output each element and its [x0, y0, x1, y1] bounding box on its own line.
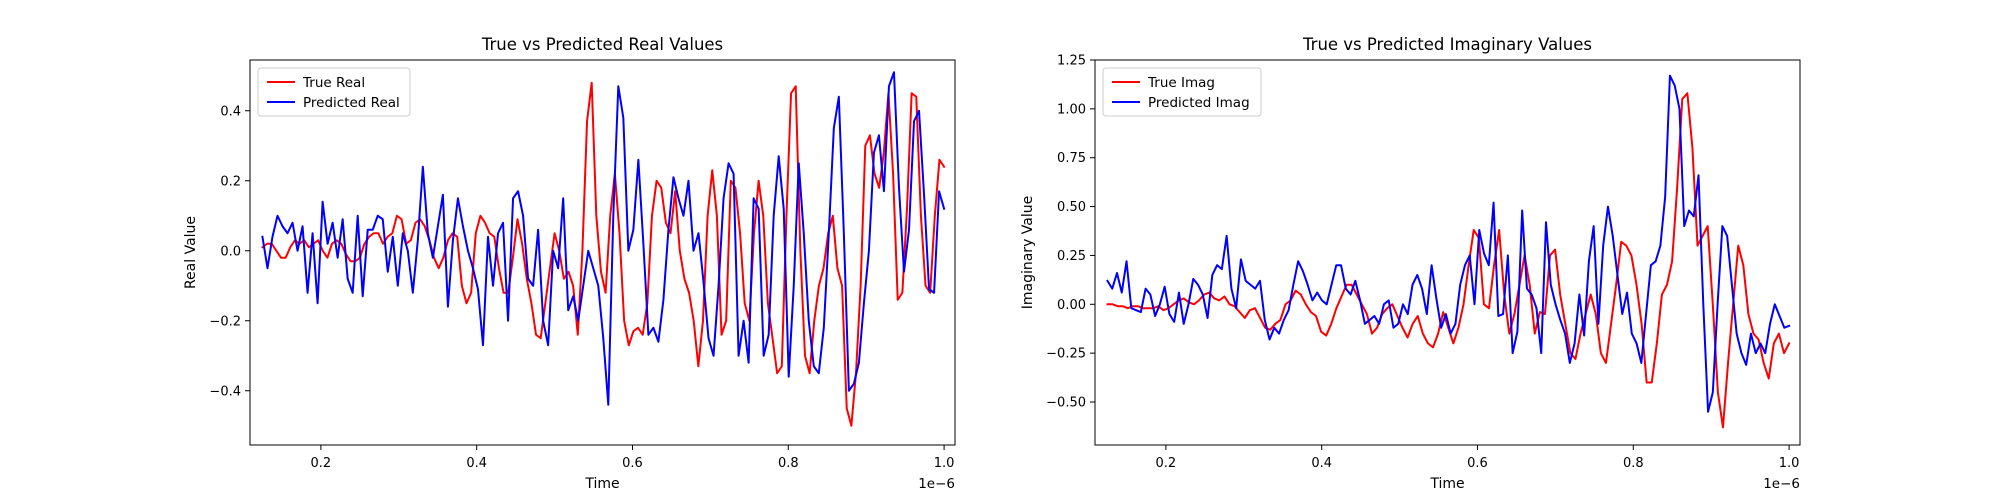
y-tick-label: 0.25: [1057, 249, 1086, 264]
subplot-real: 0.2 0.4 0.6 0.8 1.0 −0.4 −0.2 0.0 0.2 0.4 True vs …: [183, 35, 956, 492]
y-tick-label: 1.00: [1057, 102, 1086, 117]
y-tick-label: −0.2: [209, 314, 241, 329]
y-tick-label: −0.25: [1046, 347, 1086, 362]
x-tick-label: 0.2: [311, 456, 332, 471]
legend: True Imag Predicted Imag: [1102, 67, 1262, 117]
x-tick-label: 0.8: [778, 456, 799, 471]
legend-label: True Real: [302, 75, 365, 91]
x-tick-label: 0.2: [1156, 456, 1177, 471]
x-tick-label: 0.4: [466, 456, 487, 471]
y-axis-label: Imaginary Value: [1020, 196, 1036, 310]
y-tick-label: 0.50: [1057, 200, 1086, 215]
x-tick-label: 0.4: [1311, 456, 1332, 471]
y-tick-label: 0.75: [1057, 151, 1086, 166]
y-tick-label: 0.4: [220, 104, 241, 119]
y-tick-label: 0.0: [220, 244, 241, 259]
x-tick-label: 1.0: [934, 456, 955, 471]
series-line-predicted: [261, 71, 946, 406]
y-tick-label: 0.00: [1057, 298, 1086, 313]
legend-box: [257, 67, 411, 117]
legend-label: Predicted Real: [303, 95, 400, 111]
series-lines: [1106, 74, 1791, 429]
x-axis-offset-label: 1e−6: [918, 476, 955, 492]
y-tick-label: −0.4: [209, 384, 241, 399]
series-line-true: [261, 81, 946, 427]
y-tick-label: 0.2: [220, 174, 241, 189]
y-tick-label: −0.50: [1046, 396, 1086, 411]
x-tick-label: 0.6: [1467, 456, 1488, 471]
legend-label: True Imag: [1147, 75, 1215, 91]
chart-title: True vs Predicted Imaginary Values: [1302, 35, 1592, 54]
subplot-imaginary: 0.2 0.4 0.6 0.8 1.0 −0.50 −0.25 0.00 0.25 0.50 0.7…: [1020, 35, 1801, 492]
series-line-predicted: [1106, 74, 1791, 413]
x-axis-offset-label: 1e−6: [1763, 476, 1800, 492]
y-axis-label: Real Value: [183, 216, 199, 289]
axes-frame: [249, 59, 956, 446]
legend-label: Predicted Imag: [1148, 95, 1250, 111]
x-tick-label: 0.8: [1623, 456, 1644, 471]
legend: True Real Predicted Real: [257, 67, 411, 117]
x-tick-label: 1.0: [1779, 456, 1800, 471]
legend-box: [1102, 67, 1262, 117]
y-tick-label: 1.25: [1057, 54, 1086, 69]
chart-title: True vs Predicted Real Values: [481, 35, 723, 54]
axes-frame: [1094, 59, 1801, 446]
x-axis-label: Time: [1429, 476, 1464, 492]
x-tick-label: 0.6: [622, 456, 643, 471]
series-lines: [261, 71, 946, 427]
x-axis-label: Time: [584, 476, 619, 492]
series-line-true: [1106, 92, 1791, 429]
